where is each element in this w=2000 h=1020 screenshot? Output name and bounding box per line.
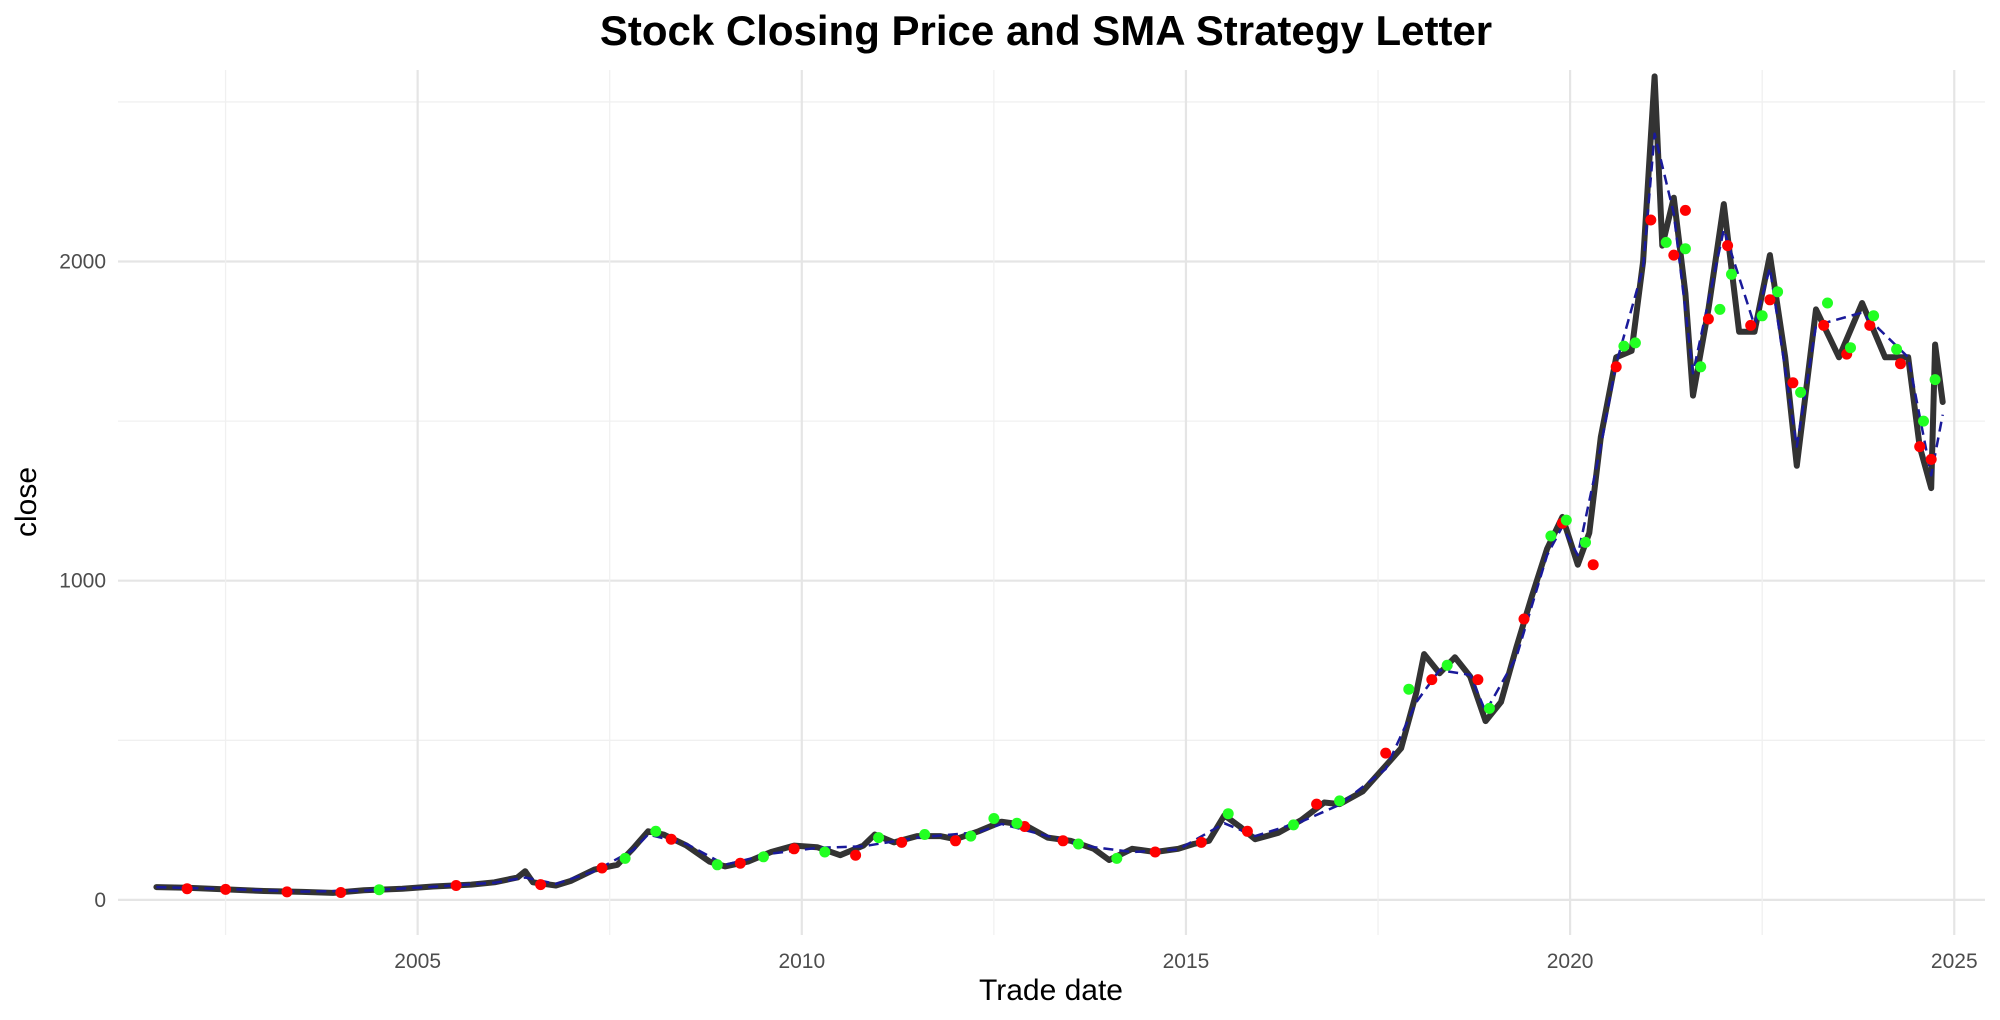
sell-signal-point (1864, 319, 1876, 331)
x-tick-label: 2020 (1547, 950, 1594, 973)
buy-signal-point (1483, 702, 1495, 714)
points-layer (181, 204, 1941, 898)
buy-signal-point (711, 859, 723, 871)
buy-signal-point (1918, 415, 1929, 427)
sell-signal-point (788, 843, 800, 855)
sell-signal-point (1668, 249, 1680, 261)
buy-signal-point (757, 851, 769, 863)
sell-signal-point (281, 886, 293, 898)
sell-signal-point (1518, 613, 1530, 625)
buy-signal-point (819, 846, 831, 858)
sell-signal-point (450, 880, 462, 891)
sell-signal-point (665, 833, 677, 845)
buy-signal-point (650, 825, 662, 837)
sell-signal-point (1914, 441, 1926, 453)
tick-labels: 0 1000 2000 2005 2010 2015 2020 2025 (59, 251, 1977, 973)
y-tick-label: 0 (94, 889, 106, 912)
sell-signal-point (1311, 798, 1323, 810)
sell-signal-point (1679, 204, 1691, 216)
buy-signal-point (1011, 817, 1023, 829)
sell-signal-point (596, 862, 608, 874)
x-tick-label: 2025 (1931, 950, 1978, 973)
sma-line (156, 132, 1944, 893)
sell-signal-point (335, 887, 347, 898)
sell-signal-point (1241, 825, 1253, 837)
sell-signal-point (220, 883, 232, 895)
buy-signal-point (1822, 297, 1833, 309)
buy-signal-point (1756, 310, 1768, 322)
buy-signal-point (1072, 838, 1084, 850)
buy-signal-point (1714, 303, 1726, 315)
buy-signal-point (1441, 659, 1453, 671)
buy-signal-point (1334, 795, 1346, 807)
buy-signal-point (1618, 340, 1630, 352)
buy-signal-point (1891, 343, 1903, 355)
sell-signal-point (181, 883, 193, 895)
buy-signal-point (619, 852, 631, 864)
sell-signal-point (1764, 294, 1776, 306)
sell-signal-point (1195, 836, 1207, 848)
sell-signal-point (1745, 319, 1757, 331)
sell-signal-point (1587, 559, 1599, 571)
sell-signal-point (1787, 377, 1799, 389)
buy-signal-point (1845, 342, 1856, 354)
sell-signal-point (950, 835, 961, 847)
sell-signal-point (1426, 674, 1438, 686)
buy-signal-point (1726, 268, 1737, 280)
sell-signal-point (1702, 313, 1714, 325)
x-tick-label: 2010 (778, 950, 825, 973)
buy-signal-point (1288, 819, 1299, 831)
chart-title: Stock Closing Price and SMA Strategy Let… (600, 7, 1492, 54)
sell-signal-point (535, 879, 547, 891)
x-tick-label: 2015 (1163, 950, 1210, 973)
buy-signal-point (1868, 310, 1880, 322)
buy-signal-point (1929, 374, 1941, 386)
buy-signal-point (1580, 536, 1591, 548)
sell-signal-point (1380, 747, 1392, 759)
sell-signal-point (734, 857, 746, 869)
sell-signal-point (896, 836, 908, 848)
buy-signal-point (1545, 530, 1557, 542)
buy-signal-point (988, 813, 1000, 824)
y-tick-label: 1000 (59, 570, 106, 593)
buy-signal-point (965, 830, 977, 842)
buy-signal-point (1222, 808, 1234, 820)
buy-signal-point (1695, 361, 1707, 373)
buy-signal-point (1660, 236, 1672, 248)
sell-signal-point (1895, 358, 1906, 370)
sell-signal-point (1925, 453, 1937, 465)
sell-signal-point (1645, 214, 1657, 226)
sell-signal-point (1149, 846, 1161, 858)
sell-signal-point (1818, 319, 1830, 331)
buy-signal-point (1111, 852, 1123, 864)
sell-signal-point (1472, 674, 1484, 686)
x-tick-label: 2005 (394, 950, 441, 973)
sell-signal-point (1610, 361, 1622, 373)
y-tick-label: 2000 (59, 251, 106, 274)
buy-signal-point (1772, 286, 1784, 298)
sell-signal-point (1057, 835, 1069, 847)
buy-signal-point (1679, 243, 1691, 255)
buy-signal-point (1403, 683, 1415, 695)
buy-signal-point (1629, 337, 1641, 349)
y-axis-label: close (10, 467, 43, 537)
buy-signal-point (1560, 514, 1572, 526)
buy-signal-point (373, 884, 385, 896)
x-axis-label: Trade date (979, 974, 1123, 1007)
sell-signal-point (1722, 240, 1734, 252)
grid (118, 70, 1985, 935)
sell-signal-point (850, 849, 862, 861)
buy-signal-point (919, 829, 931, 840)
buy-signal-point (873, 832, 885, 844)
buy-signal-point (1795, 386, 1807, 398)
